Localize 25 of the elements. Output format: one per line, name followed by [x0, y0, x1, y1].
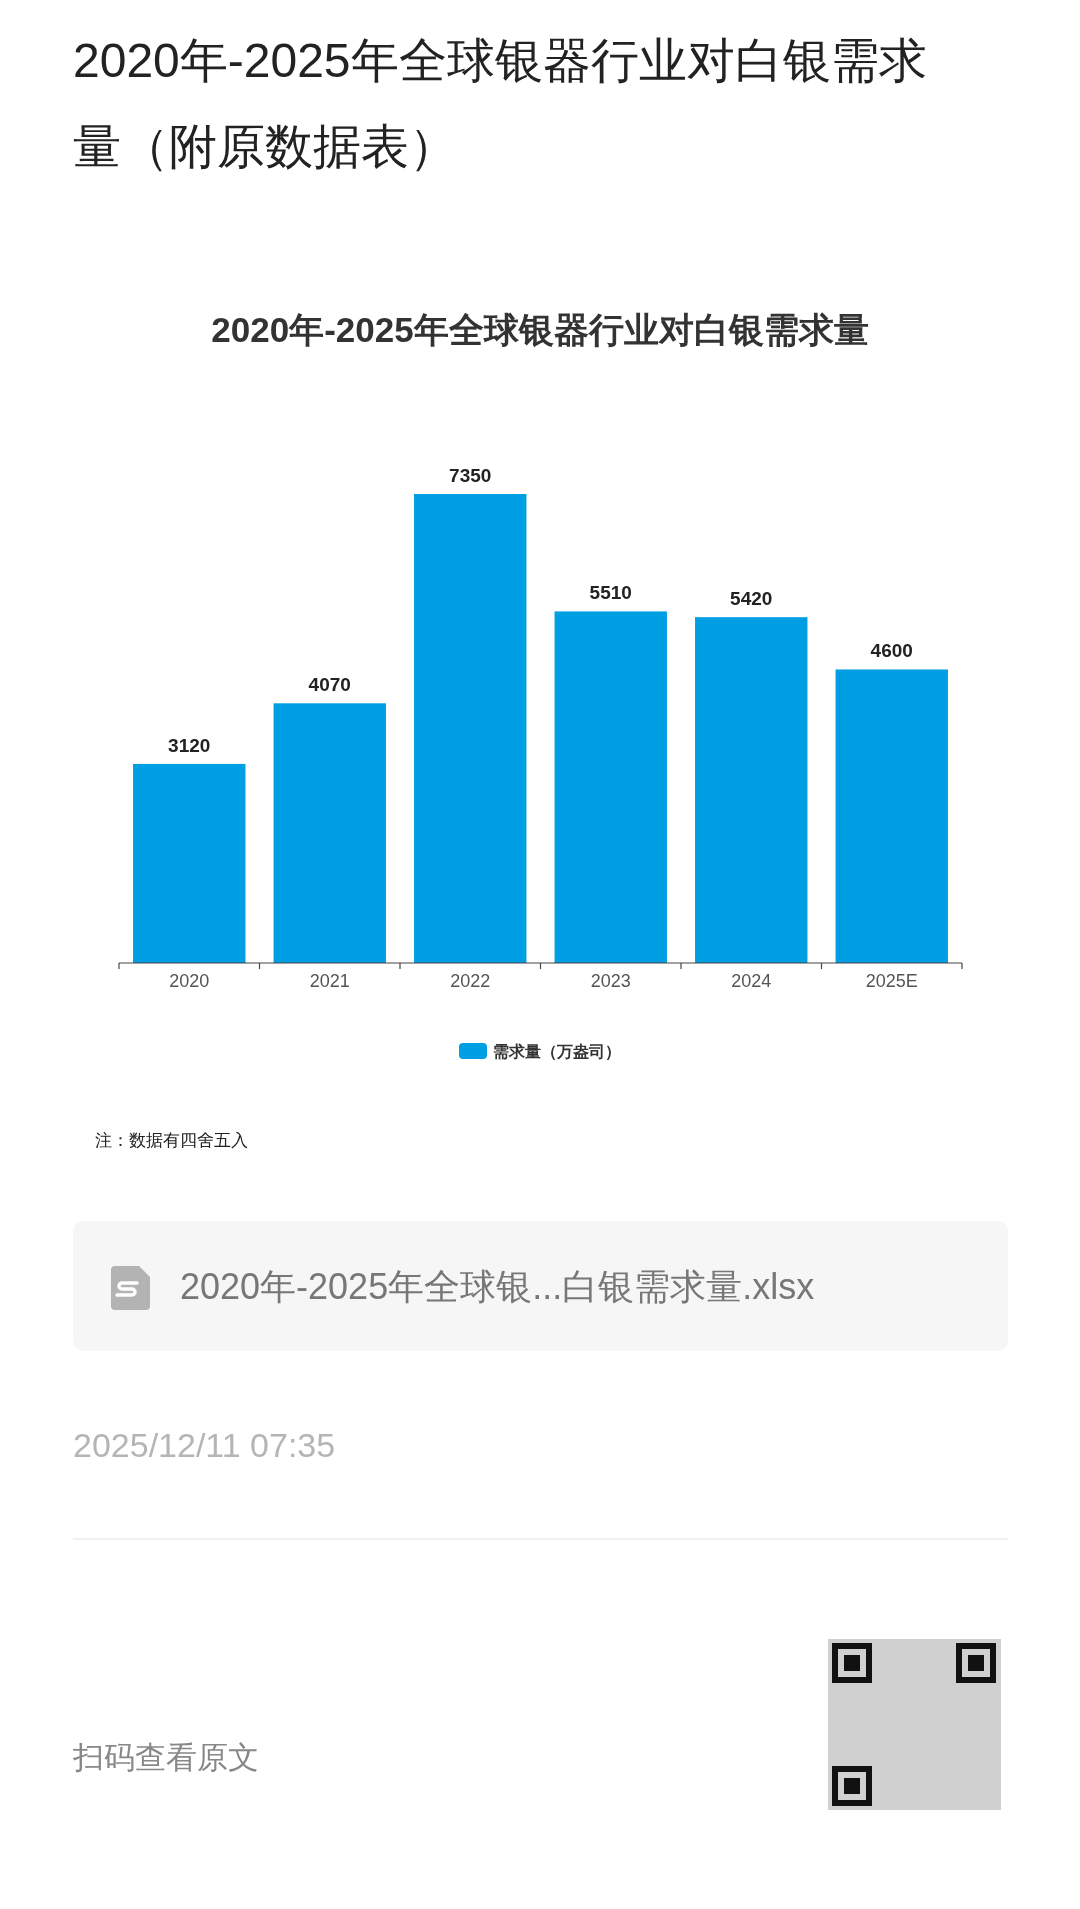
- text: 2020年-2025年全球银...白银需求量.xlsx: [180, 1266, 815, 1307]
- x-tick-label: 2024: [731, 971, 772, 991]
- bar: [414, 494, 527, 963]
- text: 扫码查看原文: [72, 1740, 259, 1775]
- text: 2025/12/11 07:35: [73, 1426, 336, 1464]
- bar: [554, 611, 667, 963]
- chart-title: 2020年-2025年全球银器行业对白银需求量（附原数据表）: [73, 33, 928, 175]
- data-label: 3120: [168, 734, 211, 756]
- x-tick-label: 2023: [590, 971, 631, 991]
- bar: [133, 763, 246, 963]
- data-label: 7350: [449, 465, 492, 486]
- bar: [695, 617, 808, 963]
- chart-subtitle: 2020年-2025年全球银器行业对白银需求量: [211, 310, 869, 349]
- x-tick-label: 2025E: [865, 971, 918, 991]
- data-label: 5510: [589, 582, 632, 604]
- x-tick-label: 2022: [450, 971, 491, 991]
- legend-label: 需求量（万盎司）: [493, 1043, 621, 1061]
- x-tick-label: 2021: [309, 971, 350, 991]
- data-label: 4600: [870, 640, 913, 662]
- text: 注：数据有四舍五入: [95, 1131, 248, 1150]
- x-tick-label: 2020: [169, 971, 210, 991]
- data-label: 5420: [730, 588, 773, 610]
- bar: [835, 669, 948, 963]
- data-label: 4070: [308, 674, 351, 696]
- bar: [273, 703, 386, 963]
